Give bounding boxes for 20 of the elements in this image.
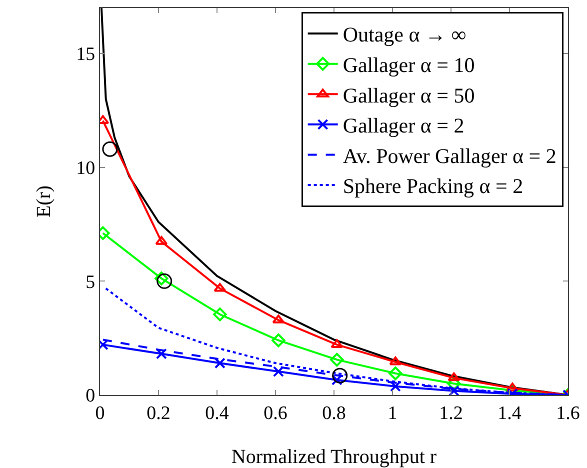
- x-tick-label: 0.8: [322, 402, 346, 424]
- legend-label: Gallager α = 50: [342, 83, 475, 108]
- legend-label: Sphere Packing α = 2: [342, 174, 524, 198]
- legend-label: Gallager α = 2: [342, 114, 464, 138]
- y-axis-title: E(r): [32, 185, 55, 218]
- x-tick-label: 1.2: [439, 402, 463, 424]
- legend-label: Outage α → ∞: [342, 22, 466, 47]
- y-tick-label: 10: [76, 158, 96, 179]
- x-tick-label: 1.6: [556, 402, 580, 424]
- x-tick-label: 0.2: [146, 402, 170, 424]
- legend-label: Gallager α = 10: [342, 53, 475, 78]
- legend-label: Av. Power Gallager α = 2: [342, 144, 556, 168]
- x-tick-label: 0.4: [205, 402, 230, 424]
- x-tick-label: 0.6: [264, 402, 288, 424]
- x-axis-title: Normalized Throughput r: [231, 446, 437, 468]
- y-tick-label: 0: [86, 386, 96, 407]
- y-tick-label: 5: [86, 272, 96, 293]
- x-tick-label: 1.4: [498, 402, 522, 424]
- y-tick-label: 15: [76, 44, 96, 66]
- x-tick-label: 1: [388, 402, 398, 424]
